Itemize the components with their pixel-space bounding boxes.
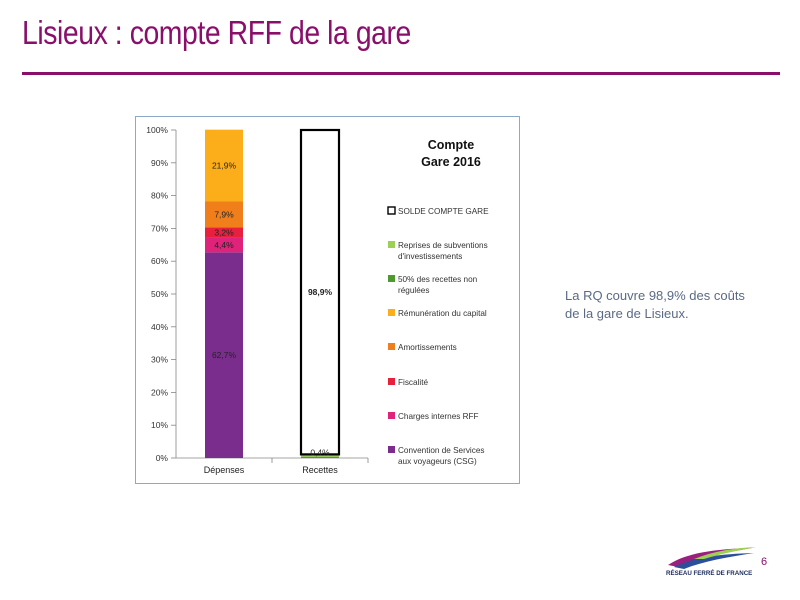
- title-divider: [22, 72, 780, 75]
- legend-swatch: [387, 206, 396, 215]
- bar-segment: [299, 128, 341, 456]
- legend-swatch: [388, 309, 395, 316]
- data-label: 0,4%: [310, 448, 330, 458]
- coverage-note: La RQ couvre 98,9% des coûts de la gare …: [565, 287, 765, 323]
- bar-segment: [205, 252, 243, 458]
- bar-segment: [205, 237, 243, 253]
- y-tick-label: 70%: [151, 223, 168, 233]
- legend-swatch: [388, 446, 395, 453]
- y-tick-label: 40%: [151, 322, 168, 332]
- y-tick-label: 60%: [151, 256, 168, 266]
- bar-segment: [205, 201, 243, 228]
- legend-label: Rémunération du capital: [398, 309, 487, 318]
- y-tick-label: 10%: [151, 420, 168, 430]
- data-label: 21,9%: [212, 161, 237, 171]
- y-tick-label: 100%: [146, 125, 168, 135]
- chart-frame: 0% 10% 20% 30% 40% 50% 60% 70% 80% 90% 100% Dépense…: [135, 116, 520, 484]
- y-tick-label: 90%: [151, 158, 168, 168]
- y-tick-label: 80%: [151, 191, 168, 201]
- legend-label: Amortissements: [398, 343, 457, 352]
- y-tick-label: 30%: [151, 355, 168, 365]
- data-label: 7,9%: [214, 209, 234, 219]
- x-category-label: Recettes: [302, 465, 338, 475]
- stacked-bar-chart: 0% 10% 20% 30% 40% 50% 60% 70% 80% 90% 100% Dépense…: [146, 125, 489, 475]
- x-category-label: Dépenses: [204, 465, 245, 475]
- chart-title-line-2: Gare 2016: [421, 155, 481, 169]
- legend-label: Convention de Services: [398, 446, 484, 455]
- data-label: 98,9%: [308, 287, 333, 297]
- legend-label: Charges internes RFF: [398, 412, 479, 421]
- y-tick-label: 20%: [151, 387, 168, 397]
- bar-segment: [205, 129, 243, 202]
- page-number: 6: [761, 556, 768, 568]
- chart-title-line-1: Compte: [428, 138, 475, 152]
- legend-swatch: [388, 343, 395, 350]
- data-label: 3,2%: [214, 228, 234, 238]
- legend-swatch: [388, 275, 395, 282]
- data-label: 4,4%: [214, 240, 234, 250]
- page-title: Lisieux : compte RFF de la gare: [22, 14, 411, 51]
- rff-logo-text: RÉSEAU FERRÉ DE FRANCE: [666, 569, 752, 577]
- bar-segment: [301, 454, 339, 457]
- y-tick-label: 0%: [156, 453, 169, 463]
- legend-label: d'investissements: [398, 252, 462, 261]
- rff-logo: RÉSEAU FERRÉ DE FRANCE: [666, 547, 756, 577]
- bar-segment: [301, 456, 339, 458]
- bar-segment: [205, 227, 243, 238]
- legend-label: Fiscalité: [398, 378, 428, 387]
- legend-swatch: [388, 412, 395, 419]
- y-tick-label: 50%: [151, 289, 168, 299]
- coverage-note-line-1: La RQ couvre 98,9% des coûts: [565, 288, 745, 303]
- legend-label: régulées: [398, 286, 429, 295]
- coverage-note-line-2: de la gare de Lisieux.: [565, 306, 689, 321]
- legend-label: aux voyageurs (CSG): [398, 457, 477, 466]
- legend-swatch: [388, 378, 395, 385]
- data-label: 62,7%: [212, 350, 237, 360]
- legend-label: Reprises de subventions: [398, 241, 488, 250]
- legend-label: SOLDE COMPTE GARE: [398, 207, 489, 216]
- legend-label: 50% des recettes non: [398, 275, 478, 284]
- legend-swatch: [388, 241, 395, 248]
